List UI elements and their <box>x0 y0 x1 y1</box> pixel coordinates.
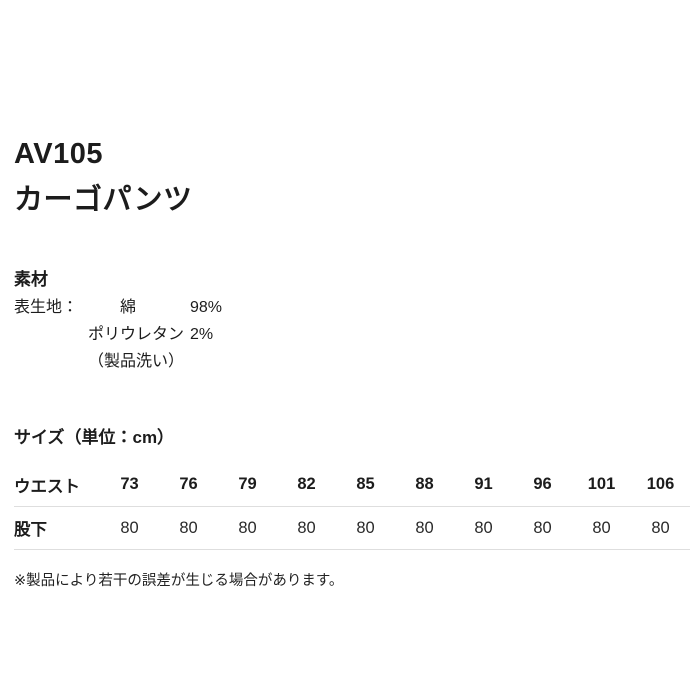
size-row-label: 股下 <box>14 506 100 551</box>
material-note: （製品洗い） <box>88 352 185 370</box>
size-table: ウエスト 73 76 79 82 85 88 91 96 101 106 股下 80 80 80 80 80 80… <box>14 463 690 551</box>
size-cell: 80 <box>277 506 336 551</box>
size-table-row: 股下 80 80 80 80 80 80 80 80 80 80 <box>14 506 690 551</box>
size-cell: 106 <box>631 463 690 508</box>
size-cell: 85 <box>336 463 395 508</box>
footnote: ※製品により若干の誤差が生じる場合があります。 <box>14 573 344 590</box>
size-cell: 73 <box>100 463 159 508</box>
size-table-row: ウエスト 73 76 79 82 85 88 91 96 101 106 <box>14 463 690 508</box>
material-rows: 表生地： 綿 98% ポリウレタン 2% <box>14 294 690 348</box>
material-row: 表生地： 綿 98% <box>14 294 690 321</box>
material-percent: 98% <box>190 298 223 316</box>
size-cell: 80 <box>631 506 690 551</box>
material-indent <box>14 321 88 348</box>
size-cell: 80 <box>100 506 159 551</box>
size-cell: 80 <box>159 506 218 551</box>
product-code: AV105 <box>14 138 104 170</box>
size-cell: 91 <box>454 463 513 508</box>
material-heading: 素材 <box>14 269 48 289</box>
size-cell: 80 <box>513 506 572 551</box>
size-row-label: ウエスト <box>14 463 100 508</box>
material-name: 綿 <box>120 298 137 316</box>
size-cell: 80 <box>395 506 454 551</box>
size-heading: サイズ（単位：cm） <box>14 427 175 447</box>
size-cell: 80 <box>572 506 631 551</box>
material-percent: 2% <box>190 325 214 343</box>
material-name: ポリウレタン <box>88 325 185 343</box>
size-table-body: ウエスト 73 76 79 82 85 88 91 96 101 106 股下 80 80 80 80 80 80… <box>14 463 690 551</box>
size-cell: 96 <box>513 463 572 508</box>
size-cell: 80 <box>336 506 395 551</box>
size-cell: 101 <box>572 463 631 508</box>
size-cell: 80 <box>454 506 513 551</box>
size-cell: 76 <box>159 463 218 508</box>
size-cell: 80 <box>218 506 277 551</box>
title-block: AV105 カーゴパンツ <box>14 132 690 224</box>
product-name: カーゴパンツ <box>14 183 193 216</box>
size-section: サイズ（単位：cm） ウエスト 73 76 79 82 85 88 91 96 101 106 股下 8… <box>14 423 690 551</box>
material-section: 素材 表生地： 綿 98% ポリウレタン 2% （製品洗い） <box>14 265 690 375</box>
material-label: 表生地： <box>14 298 79 316</box>
size-cell: 88 <box>395 463 454 508</box>
size-cell: 82 <box>277 463 336 508</box>
material-row: ポリウレタン 2% <box>14 321 690 348</box>
size-cell: 79 <box>218 463 277 508</box>
